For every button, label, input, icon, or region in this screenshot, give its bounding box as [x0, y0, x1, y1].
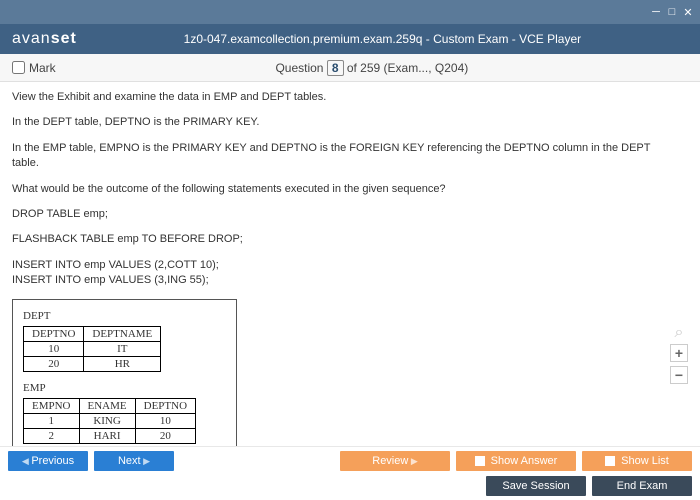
review-button[interactable]: Review ▶	[340, 451, 450, 471]
mark-label: Mark	[29, 61, 56, 75]
mark-checkbox[interactable]	[12, 61, 25, 74]
body-text: INSERT INTO emp VALUES (2,COTT 10); INSE…	[12, 258, 660, 289]
close-icon[interactable]: ✕	[680, 6, 696, 19]
save-session-button[interactable]: Save Session	[486, 476, 586, 496]
body-text: In the EMP table, EMPNO is the PRIMARY K…	[12, 141, 660, 172]
show-list-button[interactable]: Show List	[582, 451, 692, 471]
search-icon[interactable]: ⌕	[670, 324, 688, 342]
header: avanset 1z0-047.examcollection.premium.e…	[0, 24, 700, 54]
dept-table: DEPTNODEPTNAME 10IT 20HR	[23, 326, 161, 372]
maximize-icon[interactable]: □	[664, 6, 680, 18]
body-text: What would be the outcome of the followi…	[12, 182, 660, 197]
body-text: DROP TABLE emp;	[12, 207, 660, 222]
body-text: In the DEPT table, DEPTNO is the PRIMARY…	[12, 115, 660, 130]
window-title: 1z0-047.examcollection.premium.exam.259q…	[77, 32, 688, 46]
question-number: 8	[327, 60, 344, 76]
previous-button[interactable]: ◀ Previous	[8, 451, 88, 471]
dept-title: DEPT	[23, 310, 196, 322]
minimize-icon[interactable]: ─	[648, 6, 664, 18]
show-answer-button[interactable]: Show Answer	[456, 451, 576, 471]
content-area: View the Exhibit and examine the data in…	[0, 82, 700, 446]
next-button[interactable]: Next ▶	[94, 451, 174, 471]
subbar: Mark Question 8 of 259 (Exam..., Q204)	[0, 54, 700, 82]
emp-table: EMPNOENAMEDEPTNO 1KING10 2HARI20	[23, 398, 196, 444]
footer: ◀ Previous Next ▶ Review ▶ Show Answer S…	[0, 446, 700, 500]
zoom-controls: ⌕ + −	[670, 324, 688, 386]
logo: avanset	[12, 30, 77, 48]
end-exam-button[interactable]: End Exam	[592, 476, 692, 496]
question-indicator: Question 8 of 259 (Exam..., Q204)	[56, 60, 688, 76]
body-text: View the Exhibit and examine the data in…	[12, 90, 660, 105]
body-text: FLASHBACK TABLE emp TO BEFORE DROP;	[12, 232, 660, 247]
emp-title: EMP	[23, 382, 196, 394]
zoom-in-button[interactable]: +	[670, 344, 688, 362]
zoom-out-button[interactable]: −	[670, 366, 688, 384]
